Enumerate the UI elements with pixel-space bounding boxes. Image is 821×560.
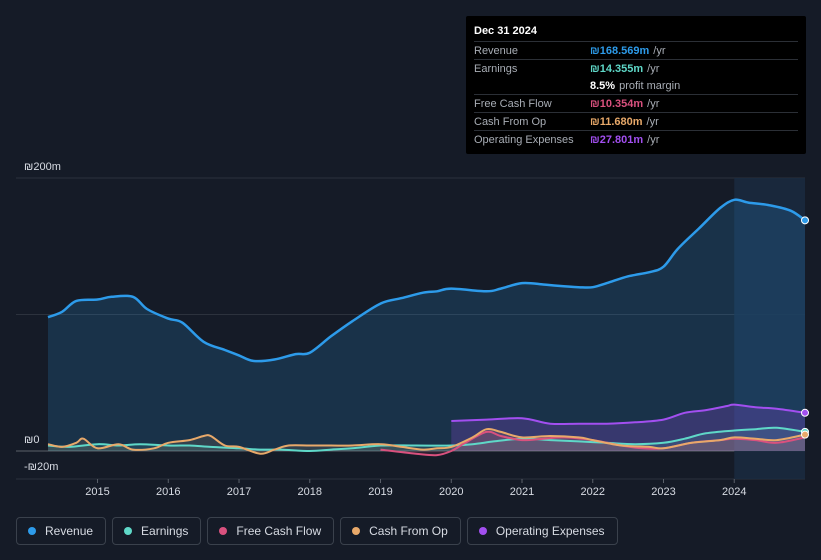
end-marker-operating-expenses <box>801 408 809 417</box>
legend-item-revenue[interactable]: Revenue <box>16 517 107 545</box>
legend-label: Earnings <box>141 524 189 538</box>
tooltip-value: ₪11.680m <box>590 115 643 128</box>
tooltip-unit: /yr <box>647 133 660 146</box>
legend-item-free-cash-flow[interactable]: Free Cash Flow <box>207 517 335 545</box>
tooltip-row-revenue: Revenue ₪168.569m /yr <box>474 41 798 59</box>
legend-item-operating-expenses[interactable]: Operating Expenses <box>466 517 618 545</box>
tooltip-value: ₪27.801m <box>590 133 644 146</box>
tooltip-label: Revenue <box>474 44 519 57</box>
tooltip-label: Earnings <box>474 62 518 75</box>
tooltip-date: Dec 31 2024 <box>474 25 537 37</box>
series-line-revenue <box>47 198 806 363</box>
y-label-zero: ₪0 <box>24 434 39 446</box>
series-end-markers <box>801 216 809 439</box>
x-tick-label: 2015 <box>85 486 109 498</box>
x-tick-label: 2022 <box>581 486 605 498</box>
tooltip-row-earnings: Earnings ₪14.355m /yr <box>474 59 798 77</box>
tooltip-label: Free Cash Flow <box>474 97 552 110</box>
legend-dot-icon <box>28 527 36 535</box>
tooltip-unit: /yr <box>647 62 660 75</box>
profit-margin-text: profit margin <box>619 79 681 92</box>
tooltip-unit: /yr <box>647 97 660 110</box>
series-line-cash-from-op <box>47 428 806 455</box>
tooltip-unit: /yr <box>653 44 666 57</box>
series-line-operating-expenses <box>451 403 806 426</box>
tooltip-row-operating-expenses: Operating Expenses ₪27.801m /yr <box>474 130 798 148</box>
legend-label: Operating Expenses <box>495 524 605 538</box>
tooltip-label: Operating Expenses <box>474 133 574 146</box>
tooltip-row-cash-from-op: Cash From Op ₪11.680m /yr <box>474 112 798 130</box>
area-revenue <box>48 199 805 451</box>
x-tick-label: 2020 <box>439 486 463 498</box>
legend-dot-icon <box>352 527 361 535</box>
tooltip-row-free-cash-flow: Free Cash Flow ₪10.354m /yr <box>474 94 798 112</box>
series-line-earnings <box>47 426 806 452</box>
x-tick-label: 2018 <box>298 486 322 498</box>
tooltip-unit: /yr <box>646 115 659 128</box>
x-tick-label: 2019 <box>368 486 392 498</box>
tooltip-value: ₪168.569m <box>590 44 650 57</box>
y-label-bottom: -₪20m <box>24 461 58 473</box>
tooltip-row-profit-margin: 8.5% profit margin <box>474 77 798 94</box>
legend-label: Cash From Op <box>369 524 448 538</box>
legend-label: Free Cash Flow <box>236 524 322 538</box>
legend-item-cash-from-op[interactable]: Cash From Op <box>340 517 461 545</box>
end-marker-revenue <box>801 216 809 225</box>
x-axis-ticks: 2015 2016 2017 2018 2019 2020 2021 2022 2023 2024 <box>85 479 746 498</box>
series-lines <box>47 198 806 457</box>
x-tick-label: 2024 <box>722 486 746 498</box>
legend-dot-icon <box>478 527 487 535</box>
profit-margin-value: 8.5% <box>590 79 616 92</box>
tooltip-label: Cash From Op <box>474 115 547 128</box>
x-tick-label: 2021 <box>510 486 534 498</box>
x-tick-label: 2023 <box>651 486 675 498</box>
tooltip-value: ₪14.355m <box>590 62 644 75</box>
series-areas <box>48 199 805 456</box>
legend-label: Revenue <box>45 524 94 538</box>
legend-dot-icon <box>124 527 133 535</box>
x-tick-label: 2016 <box>156 486 180 498</box>
x-tick-label: 2017 <box>227 486 251 498</box>
chart-legend: Revenue Earnings Free Cash Flow Cash Fro… <box>16 517 618 545</box>
legend-dot-icon <box>219 527 228 535</box>
tooltip-value: ₪10.354m <box>590 97 644 110</box>
tooltip-panel: Dec 31 2024 Revenue ₪168.569m /yr Earnin… <box>466 16 806 154</box>
y-label-top: ₪200m <box>24 161 61 173</box>
legend-item-earnings[interactable]: Earnings <box>112 517 202 545</box>
end-marker-cash-from-op <box>801 430 809 439</box>
y-axis-labels: ₪200m ₪0 -₪20m <box>24 161 61 473</box>
area-free-cash-flow <box>380 431 805 456</box>
chart-grid <box>16 177 805 480</box>
